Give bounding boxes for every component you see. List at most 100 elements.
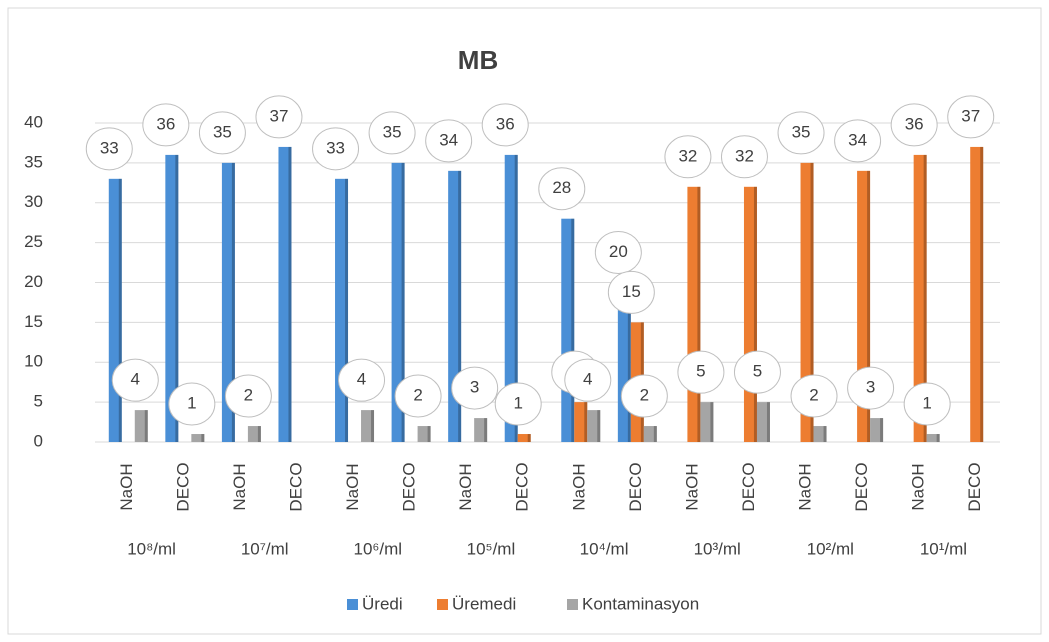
bar-side — [484, 418, 488, 442]
legend-swatch — [347, 599, 358, 610]
data-label-bubble — [85, 127, 133, 171]
data-label-bubble — [494, 382, 542, 426]
bar-side — [231, 162, 235, 442]
y-tick-label: 0 — [34, 431, 43, 450]
y-tick-label: 5 — [34, 392, 43, 411]
data-label: 1 — [922, 394, 931, 413]
group-label: 10¹/ml — [920, 539, 967, 558]
bar-side — [697, 186, 701, 442]
bar — [134, 410, 148, 442]
x-tick-label: NaOH — [796, 463, 815, 510]
bar-side — [867, 170, 871, 442]
group-label: 10³/ml — [694, 539, 741, 558]
data-label: 2 — [640, 386, 649, 405]
x-tick-label: NaOH — [456, 463, 475, 510]
legend-label: Kontaminasyon — [582, 594, 699, 613]
data-label: 34 — [848, 130, 867, 149]
x-tick-label: DECO — [286, 462, 305, 511]
x-tick-label: DECO — [965, 462, 984, 511]
data-label-bubble — [607, 270, 655, 314]
bar-side — [175, 154, 179, 442]
bar-side — [753, 186, 757, 442]
bar-side — [288, 146, 292, 443]
data-label-bubble — [338, 358, 386, 402]
data-label-bubble — [451, 366, 499, 410]
data-label-bubble — [224, 374, 272, 418]
x-tick-label: NaOH — [117, 463, 136, 510]
bar — [165, 154, 179, 442]
data-label-bubble — [620, 374, 668, 418]
bar-side — [823, 426, 827, 442]
y-tick-label: 20 — [24, 272, 43, 291]
data-label: 15 — [622, 282, 641, 301]
y-tick-label: 40 — [24, 112, 43, 131]
data-label-bubble — [890, 103, 938, 147]
data-label-bubble — [481, 103, 529, 147]
data-label: 3 — [470, 378, 479, 397]
bar — [574, 402, 588, 442]
bar-side — [514, 154, 518, 442]
bar — [700, 402, 714, 442]
y-tick-label: 10 — [24, 352, 43, 371]
bar — [756, 402, 770, 442]
data-label: 35 — [792, 122, 811, 141]
x-tick-label: DECO — [400, 462, 419, 511]
group-label: 10⁷/ml — [241, 539, 289, 558]
data-label: 2 — [413, 386, 422, 405]
bar-side — [880, 418, 884, 442]
group-label: 10⁵/ml — [467, 539, 516, 558]
x-tick-label: NaOH — [343, 463, 362, 510]
x-tick-label: DECO — [173, 462, 192, 511]
bar — [278, 146, 292, 443]
bar-side — [257, 426, 261, 442]
bar-side — [345, 178, 349, 442]
bar-side — [458, 170, 462, 442]
data-label: 34 — [439, 130, 458, 149]
data-label-bubble — [903, 382, 951, 426]
bar — [247, 426, 261, 442]
bar-side — [710, 402, 714, 442]
data-label-bubble — [594, 231, 642, 274]
bar-side — [766, 402, 770, 442]
bar-side — [810, 162, 814, 442]
bar-side — [980, 146, 984, 443]
y-tick-label: 35 — [24, 152, 43, 171]
data-label: 33 — [326, 138, 345, 157]
bar-side — [653, 426, 657, 442]
data-label: 35 — [213, 122, 232, 141]
data-label-bubble — [168, 382, 216, 426]
legend-label: Üremedi — [452, 594, 516, 613]
group-label: 10⁶/ml — [354, 539, 403, 558]
data-label: 4 — [357, 370, 366, 389]
bar-side — [144, 410, 148, 442]
y-tick-label: 25 — [24, 232, 43, 251]
bar — [970, 146, 984, 443]
legend-swatch — [567, 599, 578, 610]
data-label-bubble — [111, 358, 159, 402]
data-label: 2 — [244, 386, 253, 405]
bar — [643, 426, 657, 442]
bar-side — [201, 434, 205, 442]
bar — [870, 418, 884, 442]
x-tick-label: DECO — [513, 462, 532, 511]
bar-side — [923, 154, 927, 442]
bar-side — [597, 410, 601, 442]
x-tick-label: NaOH — [569, 463, 588, 510]
bar — [504, 154, 518, 442]
legend-label: Üredi — [362, 594, 403, 613]
bar — [926, 434, 940, 442]
data-label-bubble — [720, 135, 768, 179]
data-label: 33 — [100, 138, 119, 157]
bar — [517, 434, 531, 442]
x-tick-label: NaOH — [230, 463, 249, 510]
data-label: 32 — [678, 146, 697, 165]
bar — [417, 426, 431, 442]
y-tick-label: 15 — [24, 312, 43, 331]
bar-side — [571, 218, 575, 442]
data-label: 36 — [905, 114, 924, 133]
data-label: 5 — [753, 362, 762, 381]
data-label-bubble — [198, 111, 246, 155]
data-label-bubble — [834, 119, 882, 163]
data-label: 37 — [961, 106, 980, 125]
data-label-bubble — [790, 374, 838, 418]
